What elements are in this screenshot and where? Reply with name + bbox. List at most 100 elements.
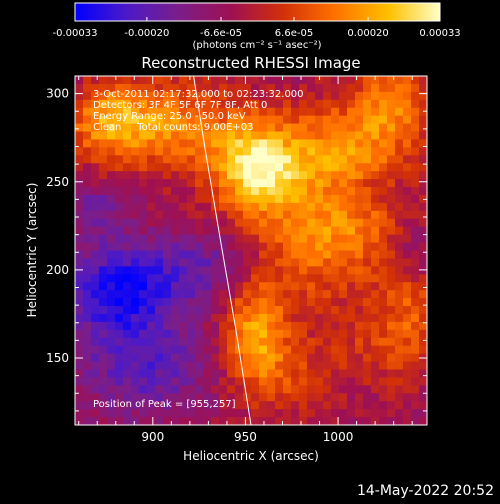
- heatmap-cell: [331, 369, 340, 379]
- heatmap-cell: [291, 361, 300, 371]
- heatmap-cell: [75, 385, 84, 394]
- heatmap-cell: [235, 377, 244, 386]
- heatmap-cell: [131, 202, 140, 212]
- heatmap-cell: [227, 385, 236, 394]
- heatmap-cell: [283, 179, 292, 188]
- heatmap-cell: [187, 274, 196, 283]
- heatmap-cell: [179, 91, 188, 101]
- heatmap-cell: [403, 242, 412, 252]
- heatmap-cell: [75, 139, 84, 148]
- heatmap-cell: [251, 123, 260, 133]
- heatmap-cell: [251, 147, 260, 156]
- heatmap-cell: [411, 147, 420, 156]
- heatmap-cell: [75, 147, 84, 156]
- heatmap-cell: [267, 202, 276, 212]
- heatmap-cell: [379, 401, 388, 410]
- heatmap-cell: [91, 242, 100, 252]
- heatmap-cell: [323, 83, 332, 93]
- heatmap-cell: [331, 91, 340, 101]
- heatmap-cell: [379, 274, 388, 283]
- heatmap-cell: [307, 163, 316, 172]
- heatmap-cell: [291, 266, 300, 275]
- heatmap-cell: [267, 258, 276, 267]
- heatmap-cell: [211, 282, 220, 291]
- heatmap-cell: [203, 353, 212, 363]
- heatmap-cell: [339, 274, 348, 283]
- heatmap-cell: [83, 417, 92, 425]
- heatmap-cell: [307, 329, 316, 339]
- info-time-range: 3-Oct-2011 02:17:32.000 to 02:23:32.000: [93, 89, 304, 100]
- heatmap-cell: [123, 329, 132, 339]
- heatmap-cell: [163, 266, 172, 275]
- heatmap-cell: [315, 321, 324, 331]
- heatmap-cell: [315, 99, 324, 109]
- heatmap-cell: [155, 250, 164, 260]
- heatmap-cell: [299, 282, 308, 291]
- heatmap-cell: [195, 329, 204, 339]
- heatmap-cell: [195, 131, 204, 141]
- heatmap-cell: [371, 353, 380, 363]
- heatmap-cell: [115, 250, 124, 260]
- heatmap-cell: [83, 163, 92, 172]
- heatmap-cell: [123, 131, 132, 141]
- heatmap-cell: [219, 155, 228, 164]
- heatmap-cell: [347, 274, 356, 283]
- heatmap-cell: [187, 187, 196, 196]
- heatmap-cell: [115, 242, 124, 252]
- heatmap-cell: [403, 171, 412, 180]
- heatmap-cell: [227, 131, 236, 141]
- heatmap-cell: [155, 385, 164, 394]
- heatmap-cell: [387, 218, 396, 228]
- heatmap-cell: [379, 218, 388, 228]
- heatmap-cell: [155, 171, 164, 180]
- heatmap-cell: [99, 139, 108, 148]
- heatmap-cell: [259, 282, 268, 291]
- heatmap-cell: [139, 401, 148, 410]
- heatmap-cell: [243, 409, 252, 418]
- heatmap-cell: [323, 329, 332, 339]
- heatmap-cell: [283, 353, 292, 363]
- heatmap-cell: [187, 282, 196, 291]
- heatmap-cell: [147, 76, 156, 85]
- heatmap-cell: [83, 345, 92, 355]
- heatmap-cell: [155, 321, 164, 331]
- heatmap-cell: [387, 210, 396, 220]
- heatmap-cell: [219, 242, 228, 252]
- heatmap-cell: [387, 258, 396, 267]
- heatmap-cell: [235, 290, 244, 299]
- heatmap-cell: [75, 171, 84, 180]
- heatmap-cell: [315, 409, 324, 418]
- heatmap-cell: [411, 99, 420, 109]
- heatmap-cell: [331, 417, 340, 425]
- heatmap-cell: [147, 329, 156, 339]
- heatmap-cell: [323, 210, 332, 220]
- heatmap-cell: [395, 274, 404, 283]
- heatmap-cell: [267, 91, 276, 101]
- heatmap-cell: [283, 242, 292, 252]
- heatmap-cell: [283, 218, 292, 228]
- heatmap-cell: [299, 234, 308, 244]
- heatmap-cell: [347, 266, 356, 275]
- heatmap-cell: [187, 218, 196, 228]
- heatmap-cell: [83, 377, 92, 386]
- heatmap-cell: [395, 409, 404, 418]
- heatmap-cell: [259, 321, 268, 331]
- heatmap-cell: [251, 226, 260, 236]
- heatmap-cell: [227, 274, 236, 283]
- heatmap-cell: [75, 242, 84, 252]
- heatmap-cell: [203, 345, 212, 355]
- heatmap-cell: [291, 258, 300, 267]
- heatmap-cell: [195, 290, 204, 299]
- heatmap-cell: [267, 226, 276, 236]
- heatmap-cell: [235, 115, 244, 125]
- heatmap-cell: [227, 282, 236, 291]
- heatmap-cell: [387, 353, 396, 363]
- heatmap-cell: [339, 139, 348, 148]
- heatmap-cell: [195, 123, 204, 133]
- heatmap-cell: [83, 266, 92, 275]
- heatmap-cell: [203, 369, 212, 379]
- heatmap-cell: [387, 337, 396, 347]
- heatmap-cell: [291, 115, 300, 125]
- heatmap-cell: [91, 313, 100, 323]
- heatmap-cell: [131, 369, 140, 379]
